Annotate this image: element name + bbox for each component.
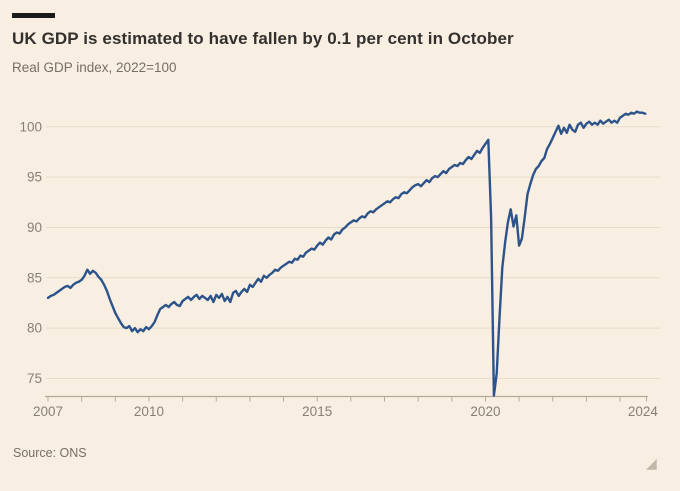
y-axis-tick-labels: 75 80 85 90 95 100 (19, 119, 42, 386)
y-tick-label-100: 100 (19, 119, 42, 134)
y-tick-label-85: 85 (27, 270, 42, 285)
horizontal-gridlines (46, 126, 660, 379)
x-tick-label-2015: 2015 (302, 404, 332, 419)
x-tick-label-2024: 2024 (628, 404, 659, 419)
x-tick-label-2007: 2007 (33, 404, 63, 419)
y-tick-label-80: 80 (27, 321, 42, 336)
x-axis-tick-labels: 2007 2010 2015 2020 2024 (33, 404, 658, 419)
x-tick-label-2020: 2020 (470, 404, 500, 419)
x-axis (45, 395, 648, 402)
ft-accent-bar (12, 13, 55, 18)
chart-subtitle: Real GDP index, 2022=100 (12, 60, 177, 75)
y-tick-label-90: 90 (27, 220, 42, 235)
y-tick-label-75: 75 (27, 371, 42, 386)
x-tick-label-2010: 2010 (134, 404, 164, 419)
y-tick-label-95: 95 (27, 170, 42, 185)
resize-handle-icon: ◢ (646, 455, 657, 471)
source-note: Source: ONS (13, 446, 87, 460)
chart-title: UK GDP is estimated to have fallen by 0.… (12, 29, 514, 48)
gdp-series-line (46, 110, 647, 397)
